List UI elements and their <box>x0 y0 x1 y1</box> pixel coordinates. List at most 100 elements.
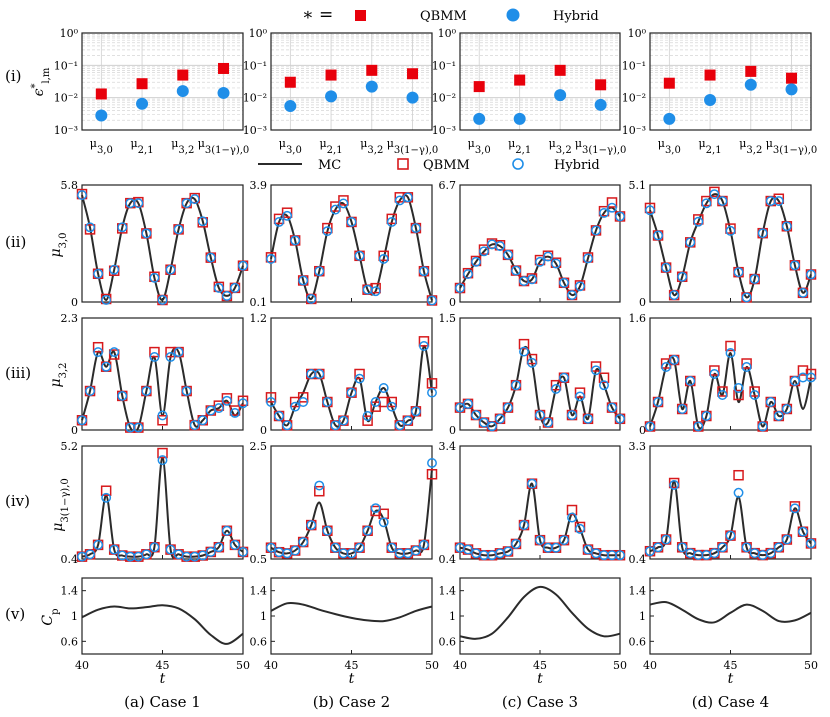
hybrid-marker <box>717 196 728 207</box>
hybrid-marker <box>419 341 429 351</box>
hybrid-marker <box>365 80 378 93</box>
qbmm-marker <box>108 349 120 360</box>
axes-frame <box>270 577 433 655</box>
hybrid-marker <box>386 401 397 412</box>
hybrid-marker <box>513 112 526 125</box>
qbmm-marker <box>386 396 397 408</box>
legend-qbmm-open-square <box>397 158 409 170</box>
hybrid-marker <box>677 404 688 414</box>
hybrid-marker <box>354 250 365 261</box>
hybrid-marker <box>645 546 655 557</box>
hybrid-marker <box>463 398 473 409</box>
xtick-label-μ3,0: μ3,0 <box>658 137 681 156</box>
mc-line <box>459 482 620 557</box>
ylabel-row-iii: μ3,2 <box>48 362 69 387</box>
xlabel-t: t <box>349 671 355 687</box>
hybrid-marker <box>117 390 128 401</box>
xtick-label-μ3,0: μ3,0 <box>279 137 302 156</box>
hybrid-marker <box>93 539 104 550</box>
ytick-label-min: 0 <box>639 424 646 437</box>
qbmm-marker <box>338 195 349 206</box>
hybrid-marker <box>133 198 144 209</box>
axes-frame <box>649 445 812 560</box>
hybrid-marker <box>109 264 120 275</box>
axes-frame <box>270 445 433 560</box>
axes-frame <box>81 577 244 655</box>
hybrid-marker <box>798 287 808 298</box>
ytick-label: 10⁻² <box>243 92 267 105</box>
xtick-label-μ2,1: μ2,1 <box>320 137 343 156</box>
legend-qbmm-filled-square <box>355 10 366 21</box>
hybrid-marker <box>354 542 365 553</box>
hybrid-marker <box>559 372 569 383</box>
hybrid-marker <box>607 202 617 213</box>
hybrid-marker <box>741 292 752 303</box>
hybrid-marker <box>535 410 545 421</box>
qbmm-marker <box>177 69 189 81</box>
qbmm-marker <box>157 447 168 459</box>
case-caption-1: (a) Case 1 <box>124 693 201 711</box>
qbmm-marker <box>322 222 333 234</box>
hybrid-marker <box>575 391 585 402</box>
ytick-label: 10⁻¹ <box>432 59 456 72</box>
hybrid-marker <box>386 216 397 227</box>
hybrid-marker <box>213 403 224 414</box>
xtick-label-μ3(1−γ),0: μ3(1−γ),0 <box>198 137 250 156</box>
ytick-label: 1 <box>71 610 78 623</box>
qbmm-marker <box>100 485 112 496</box>
panel-v-4: 0.6 1 1.4 40 45 50 t <box>629 577 818 687</box>
hybrid-marker <box>733 487 744 498</box>
hybrid-marker <box>205 546 216 557</box>
hybrid-marker <box>370 286 381 297</box>
hybrid-marker <box>306 520 317 531</box>
hybrid-marker <box>109 347 120 358</box>
hybrid-marker <box>669 480 680 490</box>
legend-mid-qbmm-label: QBMM <box>423 158 470 173</box>
hybrid-marker <box>781 534 792 545</box>
hybrid-marker <box>575 281 585 292</box>
hybrid-marker <box>314 369 325 379</box>
qbmm-marker <box>95 88 107 100</box>
hybrid-marker <box>282 420 293 431</box>
hybrid-marker <box>77 190 87 201</box>
qbmm-marker <box>797 365 809 376</box>
hybrid-marker <box>607 402 617 413</box>
ytick-label-max: 3.9 <box>250 179 268 192</box>
xtick-label: 50 <box>236 659 250 672</box>
mc-line <box>459 345 621 428</box>
hybrid-marker <box>85 222 96 233</box>
hybrid-marker <box>298 275 309 286</box>
legend-mid-hybrid-label: Hybrid <box>554 158 600 173</box>
ytick-label-max: 5.8 <box>61 179 79 192</box>
hybrid-marker <box>370 397 381 407</box>
hybrid-marker <box>757 421 768 432</box>
qbmm-marker <box>725 340 736 352</box>
hybrid-marker <box>479 246 489 257</box>
ytick-label-min: 0 <box>449 424 456 437</box>
qbmm-marker <box>514 74 526 86</box>
hybrid-marker <box>661 262 672 273</box>
hybrid-marker <box>266 397 276 407</box>
hybrid-marker <box>733 383 744 393</box>
hybrid-marker <box>394 420 405 431</box>
hybrid-marker <box>197 415 208 426</box>
hybrid-marker <box>282 210 293 221</box>
ytick-label-max: 6.7 <box>439 179 457 192</box>
hybrid-marker <box>677 542 688 553</box>
qbmm-marker <box>598 372 610 383</box>
hybrid-marker <box>599 207 609 218</box>
hybrid-marker <box>330 420 341 431</box>
panel-v-2: 0.6 1 1.4 40 45 50 t <box>250 577 439 687</box>
ytick-label: 10⁰ <box>60 27 79 40</box>
legend-mid-mc-label: MC <box>318 158 341 173</box>
hybrid-marker <box>599 380 609 391</box>
hybrid-marker <box>583 544 593 555</box>
hybrid-marker <box>238 398 248 409</box>
hybrid-marker <box>173 224 184 235</box>
hybrid-marker <box>503 546 513 557</box>
hybrid-marker <box>402 192 413 203</box>
hybrid-marker <box>583 413 593 424</box>
ylabel-row-ii: μ3,0 <box>48 232 69 257</box>
hybrid-marker <box>785 83 798 96</box>
qbmm-marker <box>733 469 744 481</box>
